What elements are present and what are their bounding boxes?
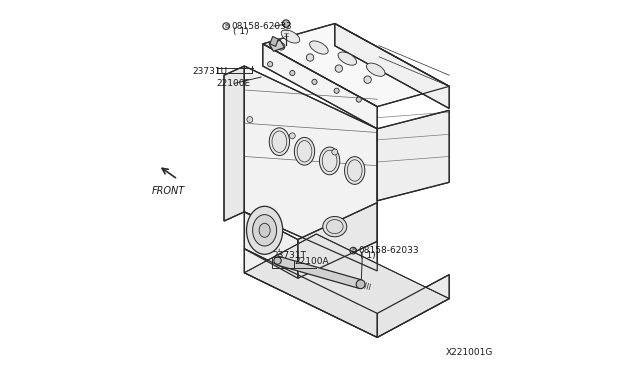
Ellipse shape — [253, 215, 276, 246]
Polygon shape — [224, 66, 244, 221]
Circle shape — [334, 88, 339, 93]
Polygon shape — [335, 23, 449, 109]
Circle shape — [282, 20, 290, 27]
Text: ( 1): ( 1) — [360, 251, 375, 260]
Polygon shape — [276, 256, 362, 288]
Ellipse shape — [319, 147, 340, 175]
Ellipse shape — [246, 206, 283, 254]
Text: FRONT: FRONT — [151, 186, 184, 196]
Polygon shape — [270, 36, 278, 46]
Circle shape — [307, 54, 314, 61]
Ellipse shape — [344, 157, 365, 185]
Ellipse shape — [269, 128, 289, 155]
Text: B: B — [224, 24, 228, 29]
Polygon shape — [244, 212, 298, 278]
Polygon shape — [269, 40, 285, 51]
Circle shape — [332, 149, 338, 155]
Polygon shape — [244, 66, 377, 271]
Ellipse shape — [367, 63, 385, 76]
Circle shape — [289, 133, 295, 139]
Ellipse shape — [274, 257, 281, 264]
Ellipse shape — [294, 137, 315, 165]
Text: 08158-62033: 08158-62033 — [232, 22, 292, 31]
Circle shape — [364, 76, 371, 83]
Circle shape — [312, 79, 317, 84]
Circle shape — [290, 70, 295, 76]
Text: 22100A: 22100A — [294, 257, 329, 266]
Polygon shape — [377, 275, 449, 337]
Polygon shape — [263, 23, 449, 107]
Polygon shape — [377, 110, 449, 201]
Text: B: B — [351, 248, 355, 253]
Ellipse shape — [310, 41, 328, 54]
Circle shape — [335, 65, 342, 72]
Circle shape — [278, 43, 285, 50]
Text: 22100E: 22100E — [216, 79, 250, 88]
Circle shape — [247, 116, 253, 122]
Text: X221001G: X221001G — [446, 347, 493, 357]
Text: 08158-62033: 08158-62033 — [358, 246, 419, 255]
Text: 23731U: 23731U — [193, 67, 228, 76]
Ellipse shape — [259, 223, 270, 237]
Circle shape — [356, 280, 365, 289]
Polygon shape — [263, 44, 377, 129]
Text: 23731T: 23731T — [272, 251, 306, 260]
Ellipse shape — [338, 52, 356, 65]
Ellipse shape — [281, 30, 300, 43]
Circle shape — [268, 62, 273, 67]
Polygon shape — [244, 234, 449, 337]
Circle shape — [356, 97, 362, 102]
Polygon shape — [298, 203, 377, 278]
Ellipse shape — [323, 217, 347, 237]
Text: ( 1): ( 1) — [233, 27, 248, 36]
Polygon shape — [244, 249, 377, 337]
